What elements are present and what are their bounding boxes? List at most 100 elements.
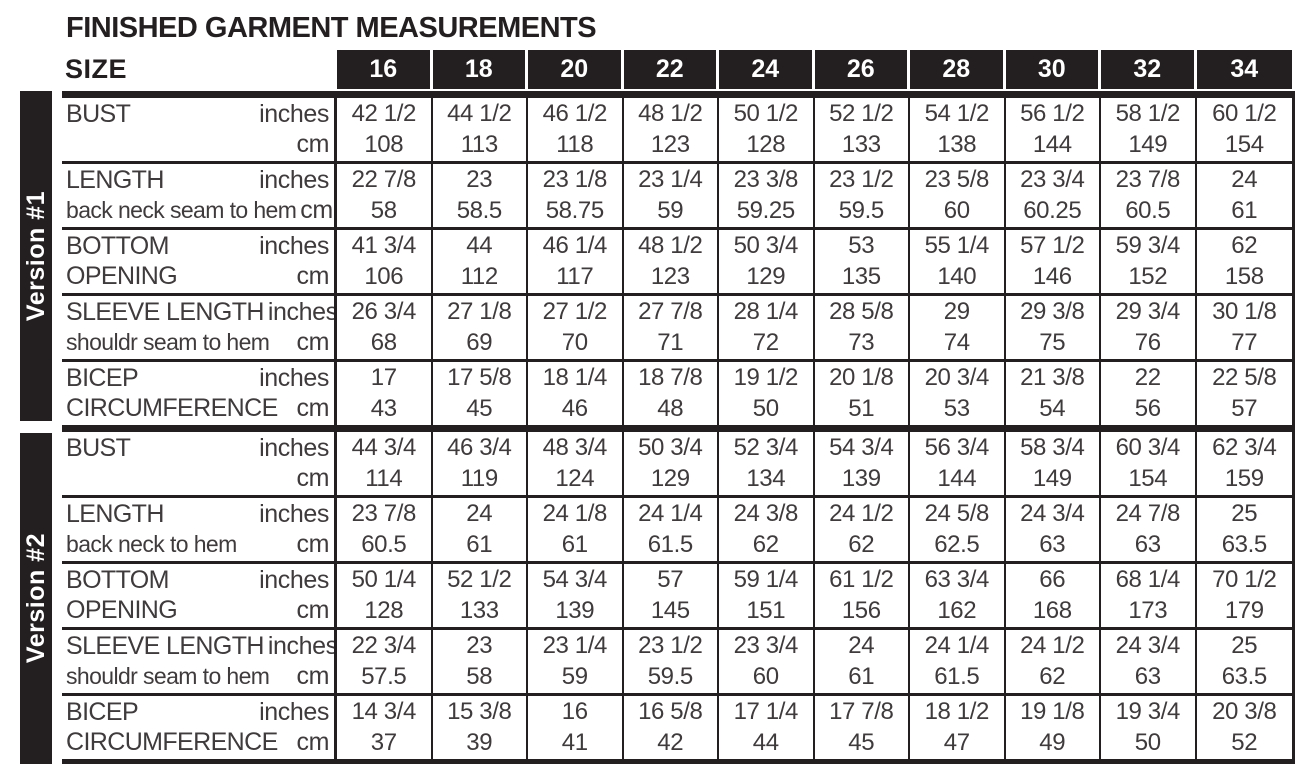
- cm-value: 69: [466, 328, 493, 356]
- size-column-header: 18: [432, 50, 528, 89]
- measurement-row: BUST inches cm 44 3/4 114 46 3/4 119 48 3/4 124 5…: [62, 432, 1292, 495]
- inches-value: 23 5/8: [924, 166, 990, 194]
- value-cell: 24 3/4 63: [1006, 498, 1101, 561]
- inches-value: 54 1/2: [924, 100, 990, 128]
- inches-unit-label: inches: [259, 433, 329, 462]
- inches-value: 62: [1231, 232, 1258, 260]
- cm-value: 60.5: [361, 530, 407, 558]
- value-cell: 48 3/4 124: [528, 432, 624, 495]
- cm-value: 144: [937, 464, 977, 492]
- inches-value: 24: [466, 500, 493, 528]
- measurement-label-cell: BICEP inches CIRCUMFERENCE cm: [62, 696, 337, 759]
- value-cell: 61 1/2 156: [815, 564, 910, 627]
- cm-value: 123: [650, 130, 690, 158]
- cm-value: 173: [1128, 596, 1168, 624]
- inches-value: 63 3/4: [924, 566, 990, 594]
- value-cell: 23 1/2 59.5: [815, 164, 910, 227]
- cm-value: 63: [1134, 662, 1161, 690]
- inches-value: 46 1/2: [542, 100, 608, 128]
- cm-value: 134: [746, 464, 786, 492]
- cm-value: 61: [466, 530, 493, 558]
- value-cell: 62 3/4 159: [1197, 432, 1293, 495]
- inches-value: 20 3/8: [1212, 698, 1277, 726]
- version-table: BUST inches cm 42 1/2 108 44 1/2 113 46 1/2 118 4…: [62, 91, 1295, 425]
- value-cell: 24 1/4 61.5: [624, 498, 719, 561]
- cm-unit-label: cm: [296, 728, 329, 757]
- inches-value: 24 1/2: [829, 500, 894, 528]
- cm-value: 58: [370, 196, 397, 224]
- cm-value: 179: [1224, 596, 1264, 624]
- value-cell: 54 3/4 139: [815, 432, 910, 495]
- inches-value: 19 3/4: [1115, 698, 1181, 726]
- cm-value: 128: [364, 596, 404, 624]
- value-cell: 17 7/8 45: [815, 696, 910, 759]
- cm-value: 62: [848, 530, 875, 558]
- cm-value: 151: [746, 596, 786, 624]
- inches-unit-label: inches: [267, 297, 337, 326]
- cm-value: 60: [752, 662, 779, 690]
- version-table: BUST inches cm 44 3/4 114 46 3/4 119 48 3/4 124 5…: [62, 425, 1295, 764]
- inches-value: 18 1/2: [924, 698, 990, 726]
- inches-value: 29: [943, 298, 970, 326]
- cm-value: 124: [555, 464, 595, 492]
- inches-value: 46 3/4: [447, 434, 512, 462]
- inches-value: 50 3/4: [733, 232, 799, 260]
- value-cell: 54 1/2 138: [910, 98, 1006, 161]
- inches-value: 46 1/4: [542, 232, 608, 260]
- value-cell: 41 3/4 106: [337, 230, 433, 293]
- inches-value: 60 3/4: [1115, 434, 1181, 462]
- inches-value: 26 3/4: [351, 298, 417, 326]
- cm-value: 156: [841, 596, 881, 624]
- inches-value: 16: [561, 698, 588, 726]
- measurement-row: BUST inches cm 42 1/2 108 44 1/2 113 46 1/2 118 4…: [62, 98, 1292, 161]
- cm-value: 139: [841, 464, 881, 492]
- measurement-row: SLEEVE LENGTH inches shouldr seam to hem cm…: [62, 293, 1292, 359]
- inches-value: 29 3/8: [1020, 298, 1085, 326]
- value-cell: 52 1/2 133: [815, 98, 910, 161]
- inches-value: 44: [466, 232, 493, 260]
- value-cell: 17 5/8 45: [433, 362, 528, 425]
- value-cell: 18 7/8 48: [624, 362, 719, 425]
- inches-value: 21 3/8: [1020, 364, 1085, 392]
- value-cell: 50 1/2 128: [719, 98, 815, 161]
- cm-value: 74: [943, 328, 970, 356]
- inches-value: 58 1/2: [1115, 100, 1181, 128]
- inches-value: 57: [657, 566, 684, 594]
- measurement-row: LENGTH inches back neck to hem cm 23 7/8 60.5…: [62, 495, 1292, 561]
- cm-value: 75: [1039, 328, 1066, 356]
- cm-value: 39: [466, 728, 493, 756]
- inches-value: 62 3/4: [1212, 434, 1277, 462]
- cm-value: 62.5: [934, 530, 980, 558]
- inches-value: 57 1/2: [1020, 232, 1085, 260]
- cm-unit-label: cm: [296, 530, 329, 559]
- measurement-name: SLEEVE LENGTH: [66, 297, 264, 326]
- size-column-header: 32: [1101, 50, 1197, 89]
- cm-value: 62: [752, 530, 779, 558]
- inches-value: 66: [1039, 566, 1066, 594]
- cm-value: 44: [752, 728, 779, 756]
- inches-value: 24 3/8: [733, 500, 799, 528]
- inches-value: 20 3/4: [924, 364, 990, 392]
- cm-unit-label: cm: [296, 262, 329, 291]
- inches-value: 48 3/4: [542, 434, 608, 462]
- value-cell: 25 63.5: [1197, 630, 1293, 693]
- inches-unit-label: inches: [259, 231, 329, 260]
- inches-value: 23 3/4: [733, 632, 799, 660]
- inches-value: 16 5/8: [638, 698, 703, 726]
- inches-value: 50 1/2: [733, 100, 799, 128]
- value-cell: 68 1/4 173: [1101, 564, 1197, 627]
- cm-value: 59.5: [838, 196, 885, 224]
- inches-value: 59 3/4: [1115, 232, 1181, 260]
- cm-value: 152: [1128, 262, 1168, 290]
- size-column-header: 26: [814, 50, 910, 89]
- inches-value: 14 3/4: [351, 698, 417, 726]
- cm-value: 59: [657, 196, 684, 224]
- inches-unit-label: inches: [259, 697, 329, 726]
- value-cell: 29 74: [910, 296, 1006, 359]
- cm-value: 51: [848, 394, 875, 422]
- value-cell: 44 112: [433, 230, 528, 293]
- inches-value: 52 1/2: [829, 100, 894, 128]
- measurement-row: BICEP inches CIRCUMFERENCE cm 14 3/4 37 15 3/8…: [62, 693, 1292, 759]
- value-cell: 21 3/8 54: [1006, 362, 1101, 425]
- value-cell: 58 1/2 149: [1101, 98, 1197, 161]
